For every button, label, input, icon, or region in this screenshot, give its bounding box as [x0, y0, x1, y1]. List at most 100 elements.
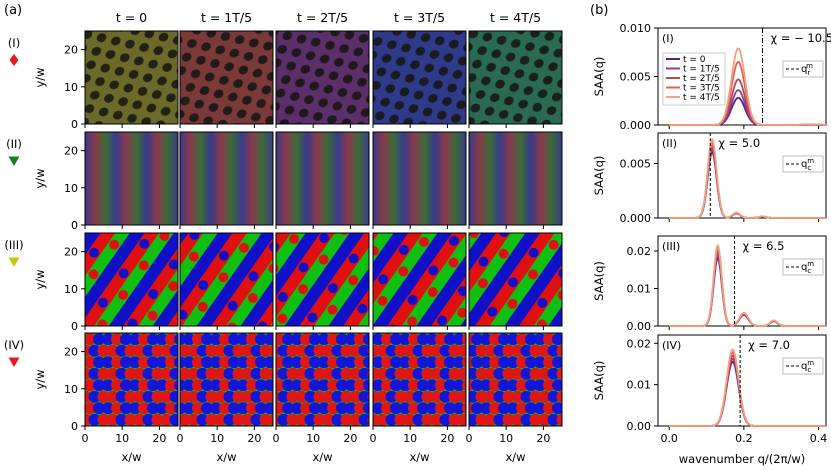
heatmap-image: [372, 131, 467, 226]
heatmap-image: [275, 30, 370, 125]
x-tick-label: 20: [343, 432, 357, 445]
spectrum-row-label: (II): [662, 137, 677, 150]
heatmap-image: [275, 232, 370, 327]
x-axis-label: x/w: [505, 450, 525, 464]
heatmap-panel: 0 10 20 x/w: [273, 332, 370, 464]
series-line: [669, 243, 826, 327]
legend-entry: t = 1T/5: [683, 65, 720, 75]
heatmap-image: [179, 30, 274, 125]
heatmap-panel: 0 10 20 x/w: [466, 332, 563, 464]
time-label: t = 3T/5: [394, 10, 445, 25]
qc-legend-box: [782, 155, 824, 173]
x-axis-label: x/w: [312, 450, 332, 464]
y-tick-label: 0.02: [627, 245, 652, 258]
row-label: (I): [8, 36, 20, 50]
x-tick-label: 10: [499, 432, 513, 445]
y-tick-label: 0.01: [627, 283, 652, 296]
series-line: [669, 348, 826, 427]
heatmap-image: [372, 30, 467, 125]
x-tick-label: 0: [466, 432, 473, 445]
spectrum-x-axis-label: wavenumber q/(2π/w): [679, 452, 806, 466]
time-label: t = 2T/5: [297, 10, 348, 25]
heatmap-image: [372, 332, 467, 427]
heatmap-panel: [468, 131, 563, 229]
y-tick-label: 0: [71, 219, 78, 232]
y-tick-label: 20: [64, 346, 78, 359]
heatmap-image: [84, 332, 179, 427]
y-tick-label: 0.005: [620, 158, 652, 171]
legend-entry: t = 2T/5: [683, 74, 720, 84]
qc-legend-box: [782, 60, 824, 78]
y-tick-label: 20: [64, 246, 78, 259]
y-tick-label: 0.000: [620, 212, 652, 225]
y-axis-label: y/w: [33, 168, 47, 188]
legend-entry: t = 4T/5: [683, 93, 720, 103]
heatmap-image: [84, 131, 179, 226]
heatmap-panel: [275, 232, 370, 330]
x-axis-label: x/w: [409, 450, 429, 464]
y-tick-label: 0.00: [627, 320, 652, 333]
row-marker-triangle: [8, 257, 20, 267]
heatmap-image: [179, 131, 274, 226]
y-tick-label: 0: [71, 118, 78, 131]
panel-a-label: (a): [4, 3, 22, 18]
chi-label: χ = 7.0: [748, 338, 790, 352]
x-tick-label: 0.4: [810, 432, 828, 445]
heatmap-panel: [372, 131, 467, 229]
x-tick-label: 0.2: [735, 432, 753, 445]
x-tick-label: 10: [115, 432, 129, 445]
chi-label: χ = 6.5: [743, 239, 785, 253]
time-label: t = 4T/5: [490, 10, 541, 25]
series-line: [669, 47, 826, 126]
spectrum-panel: 0.000 0.005 SAA(q) (II) χ = 5.0 qcm: [592, 132, 827, 225]
heatmap-panel: [179, 131, 274, 229]
heatmap-image: [468, 131, 563, 226]
row-label: (IV): [4, 338, 24, 352]
heatmap-panel: 0 10 20 y/w: [33, 131, 179, 232]
time-label: t = 0: [116, 10, 147, 25]
heatmap-image: [275, 332, 370, 427]
heatmap-image: [275, 131, 370, 226]
x-tick-label: 20: [247, 432, 261, 445]
spectrum-panels: 0.000 0.005 0.010 SAA(q) (I) χ = − 10.5 qrm t =…: [592, 22, 831, 466]
y-tick-label: 0.00: [627, 420, 652, 433]
spectrum-row-label: (I): [662, 32, 674, 45]
x-tick-label: 10: [306, 432, 320, 445]
row-label: (II): [6, 137, 22, 151]
x-axis-label: x/w: [216, 450, 236, 464]
x-tick-label: 0: [370, 432, 377, 445]
y-tick-label: 20: [64, 145, 78, 158]
heatmap-image: [468, 232, 563, 327]
series-line: [669, 138, 826, 219]
y-tick-label: 10: [64, 182, 78, 195]
row-marker-triangle: [8, 156, 20, 166]
x-tick-label: 20: [536, 432, 550, 445]
y-tick-label: 0: [71, 420, 78, 433]
y-tick-label: 20: [64, 44, 78, 57]
heatmap-panel: 0 10 20 x/w 0 10 20 y/w: [33, 332, 179, 464]
x-tick-label: 20: [152, 432, 166, 445]
heatmap-image: [179, 232, 274, 327]
heatmap-panel: [468, 232, 563, 330]
heatmap-panel: 0 10 20 y/w: [33, 30, 179, 131]
y-tick-label: 0.010: [620, 22, 652, 35]
heatmap-panel: [372, 30, 467, 128]
spectrum-panel: 0.00 0.01 0.02 0.0 0.2 0.4 SAA(q) (IV) χ = 7.0 qc…: [592, 334, 828, 445]
x-tick-label: 10: [403, 432, 417, 445]
heatmap-image: [468, 332, 563, 427]
qc-legend-box: [782, 258, 824, 276]
heatmap-image: [372, 232, 467, 327]
y-tick-label: 0: [71, 320, 78, 333]
spectrum-row-label: (IV): [662, 339, 681, 352]
y-tick-label: 0.01: [627, 379, 652, 392]
heatmap-panel: [275, 30, 370, 128]
x-tick-label: 20: [440, 432, 454, 445]
y-tick-label: 10: [64, 283, 78, 296]
heatmap-image: [179, 332, 274, 427]
qc-legend-label: qcm: [801, 260, 814, 275]
row-marker-triangle: [8, 357, 20, 367]
y-tick-label: 0.000: [620, 119, 652, 132]
chi-label: χ = − 10.5: [771, 31, 831, 45]
heatmap-grid: t = 0 t = 1T/5 t = 2T/5 t = 3T/5 t = 4T/5 0 10…: [4, 10, 563, 464]
heatmap-image: [84, 232, 179, 327]
